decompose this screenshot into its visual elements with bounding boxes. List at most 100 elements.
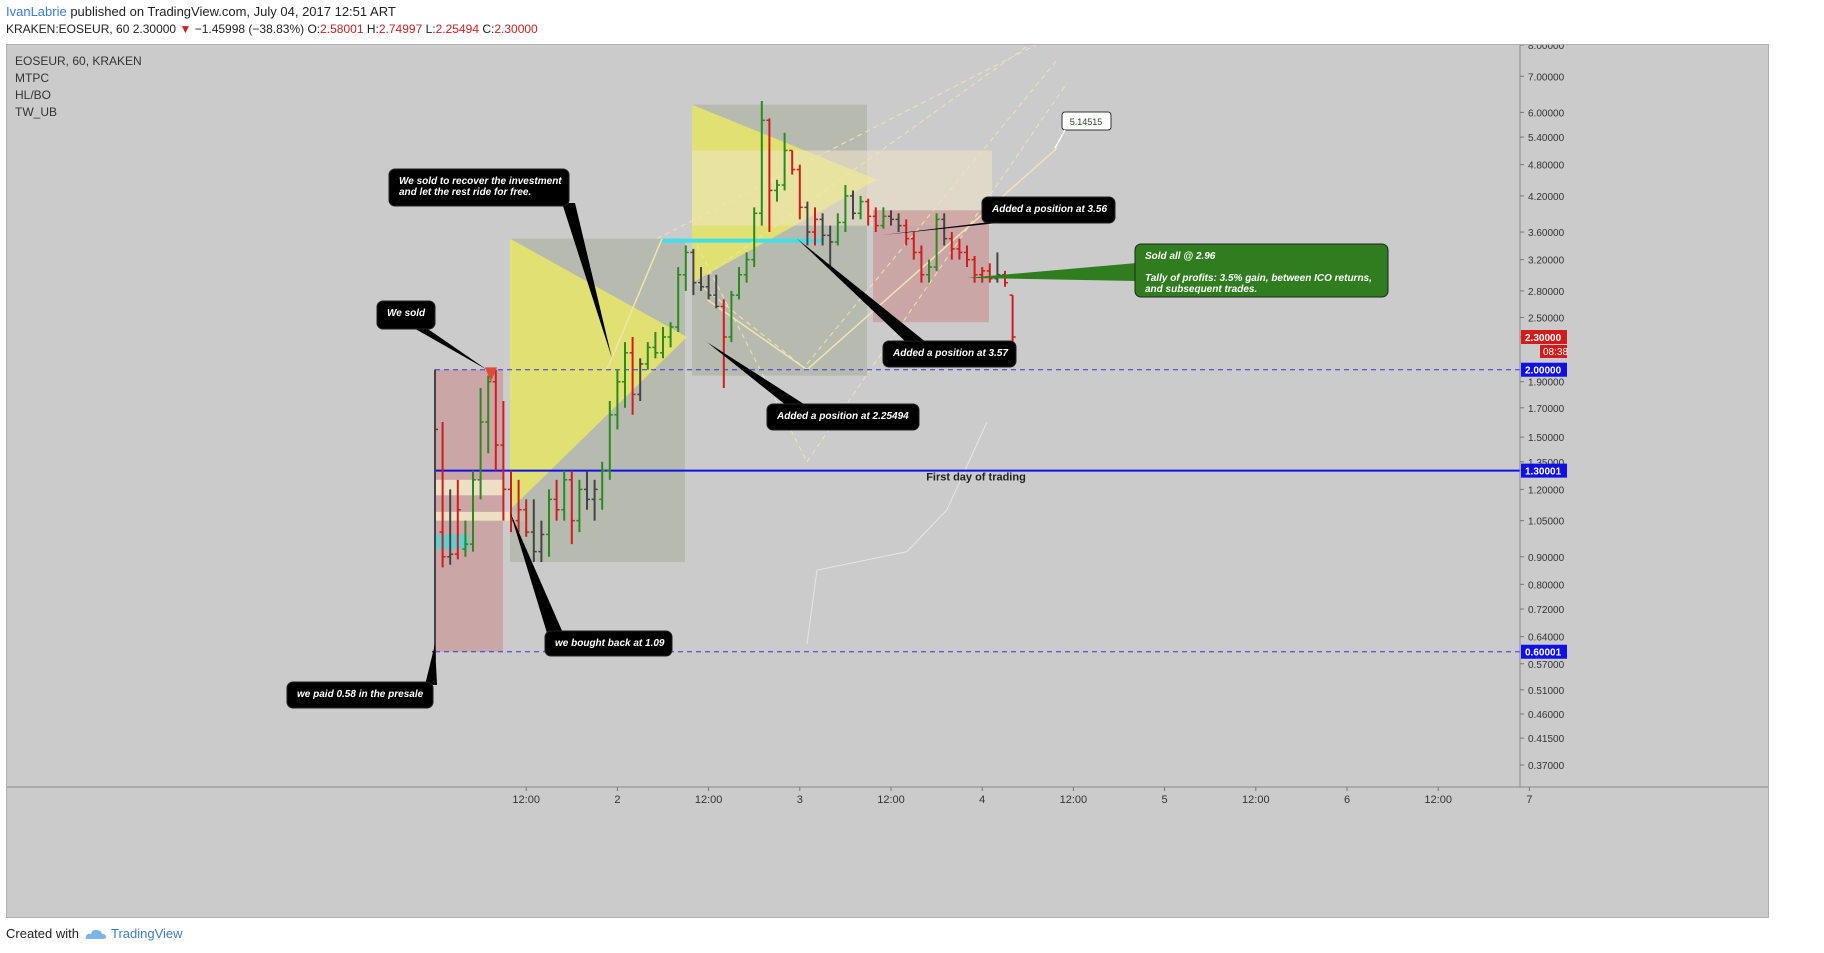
callout-added-356-text: Added a position at 3.56 [991, 204, 1107, 215]
price-tag-label: 0.60001 [1525, 648, 1562, 659]
down-arrow-icon: ▼ [179, 22, 192, 36]
price-tag [1521, 644, 1567, 659]
countdown-tag [1540, 344, 1567, 358]
y-tick-label: 0.57000 [1528, 660, 1565, 671]
callout-added-225-pointer [707, 342, 807, 406]
brand-label: TradingView [110, 926, 183, 941]
legend-indicator[interactable]: HL/BO [15, 88, 52, 102]
projection-line [806, 59, 1058, 365]
projection-line [656, 45, 1037, 240]
callout-sold-all-text: Sold all @ 2.96 [1145, 251, 1216, 262]
callout-added-225-text: Added a position at 2.25494 [776, 411, 909, 422]
callout-sold-recover-pointer [562, 203, 612, 359]
y-tick-label: 1.05000 [1528, 517, 1565, 528]
y-tick-label: 0.41500 [1528, 734, 1565, 745]
y-tick-label: 0.37000 [1528, 761, 1565, 772]
author-link[interactable]: IvanLabrie [6, 4, 67, 19]
y-tick-label: 1.50000 [1528, 433, 1565, 444]
y-tick-label: 1.35000 [1528, 458, 1565, 469]
x-tick-label: 12:00 [695, 794, 723, 806]
x-tick-label: 3 [797, 794, 803, 806]
callout-sold-all-pointer [967, 263, 1137, 281]
x-tick-label: 7 [1526, 794, 1532, 806]
callout-we-sold-box [376, 300, 436, 330]
legend-indicator[interactable]: TW_UB [15, 105, 57, 119]
first-day-label: First day of trading [926, 472, 1026, 484]
price-tag-label: 1.30001 [1525, 467, 1562, 478]
callout-bought-back-text: we bought back at 1.09 [555, 638, 665, 649]
callout-we-sold-text: We sold [387, 308, 426, 319]
high-value: 2.74997 [378, 22, 423, 36]
y-tick-label: 0.51000 [1528, 686, 1565, 697]
y-tick-label: 0.46000 [1528, 710, 1565, 721]
callout-paid-presale-pointer [425, 644, 437, 685]
close-label: C: [482, 22, 495, 36]
x-tick-label: 12:00 [512, 794, 540, 806]
close-value: 2.30000 [494, 22, 538, 36]
y-tick-label: 0.80000 [1528, 580, 1565, 591]
legend-indicator[interactable]: MTPC [15, 71, 49, 85]
callout-added-356-box [981, 196, 1116, 224]
open-label: O: [307, 22, 321, 36]
high-label: H: [366, 22, 379, 36]
x-tick-label: 4 [979, 794, 985, 806]
x-tick-label: 6 [1344, 794, 1350, 806]
callout-bought-back-pointer [510, 511, 563, 633]
callout-sold-recover-text: We sold to recover the investment [399, 176, 562, 187]
low-value: 2.25494 [435, 22, 479, 36]
y-tick-label: 7.00000 [1528, 72, 1565, 83]
y-tick-label: 4.80000 [1528, 161, 1565, 172]
target-label: 5.14515 [1070, 117, 1103, 127]
price-chart[interactable]: 0.37000 0.41500 0.46000 0.51000 0.57000 0.640… [7, 45, 1768, 917]
sell-arrow-icon [485, 367, 497, 382]
callout-sold-all-text: Tally of profits: 3.5% gain, between ICO… [1145, 273, 1372, 284]
callout-added-356-pointer [880, 220, 1027, 236]
low-label: L: [425, 22, 436, 36]
y-tick-label: 5.40000 [1528, 133, 1565, 144]
y-tick-label: 2.50000 [1528, 313, 1565, 324]
callout-we-sold-pointer [412, 327, 487, 370]
cloud-icon [85, 929, 106, 939]
chart-pane[interactable]: 0.37000 0.41500 0.46000 0.51000 0.57000 0.640… [6, 44, 1769, 918]
y-tick-label: 3.20000 [1528, 256, 1565, 267]
highlight-zone [435, 534, 469, 550]
callout-added-357-box [882, 340, 1017, 368]
footer: Created with TradingView [6, 926, 183, 941]
y-tick-label: 0.90000 [1528, 553, 1565, 564]
support-band [435, 511, 525, 521]
legend-symbol: EOSEUR, 60, KRAKEN [15, 54, 142, 68]
y-tick-label: 1.90000 [1528, 378, 1565, 389]
presale-zone [435, 369, 503, 652]
price-change: −1.45998 (−38.83%) [194, 22, 305, 36]
y-tick-label: 6.00000 [1528, 108, 1565, 119]
last-price: 2.30000 [132, 22, 177, 36]
price-tag-label: 2.00000 [1525, 366, 1562, 377]
x-tick-label: 12:00 [877, 794, 905, 806]
projection-line [806, 82, 1068, 463]
price-tag-label: 2.30000 [1525, 333, 1562, 344]
countdown-label: 08:38 [1543, 347, 1568, 358]
x-tick-label: 12:00 [1424, 794, 1452, 806]
symbol-quote-bar: KRAKEN:EOSEUR, 60 2.30000 ▼ −1.45998 (−3… [6, 21, 538, 37]
chart-legend: EOSEUR, 60, KRAKEN MTPC HL/BO TW_UB [15, 53, 142, 121]
baseline-curve [806, 421, 988, 645]
publish-info: IvanLabrie published on TradingView.com,… [6, 3, 396, 21]
tradingview-logo[interactable]: TradingView [85, 926, 183, 941]
target-box [1061, 111, 1112, 131]
created-with-text: Created with [6, 926, 79, 941]
y-tick-label: 0.72000 [1528, 605, 1565, 616]
callout-added-357-pointer [797, 238, 927, 343]
open-value: 2.58001 [320, 22, 364, 36]
price-tag [1521, 463, 1567, 478]
price-tag [1521, 362, 1567, 377]
y-tick-label: 2.80000 [1528, 287, 1565, 298]
y-tick-label: 4.20000 [1528, 192, 1565, 203]
callout-sold-recover-text: and let the rest ride for free. [399, 187, 531, 198]
x-tick-label: 12:00 [1242, 794, 1270, 806]
callout-sold-recover-box [388, 168, 570, 207]
x-tick-label: 5 [1162, 794, 1168, 806]
symbol-label: KRAKEN:EOSEUR, 60 [6, 22, 130, 36]
cyan-marker [662, 238, 822, 243]
projection-line [706, 45, 1030, 276]
y-tick-label: 8.00000 [1528, 45, 1565, 52]
